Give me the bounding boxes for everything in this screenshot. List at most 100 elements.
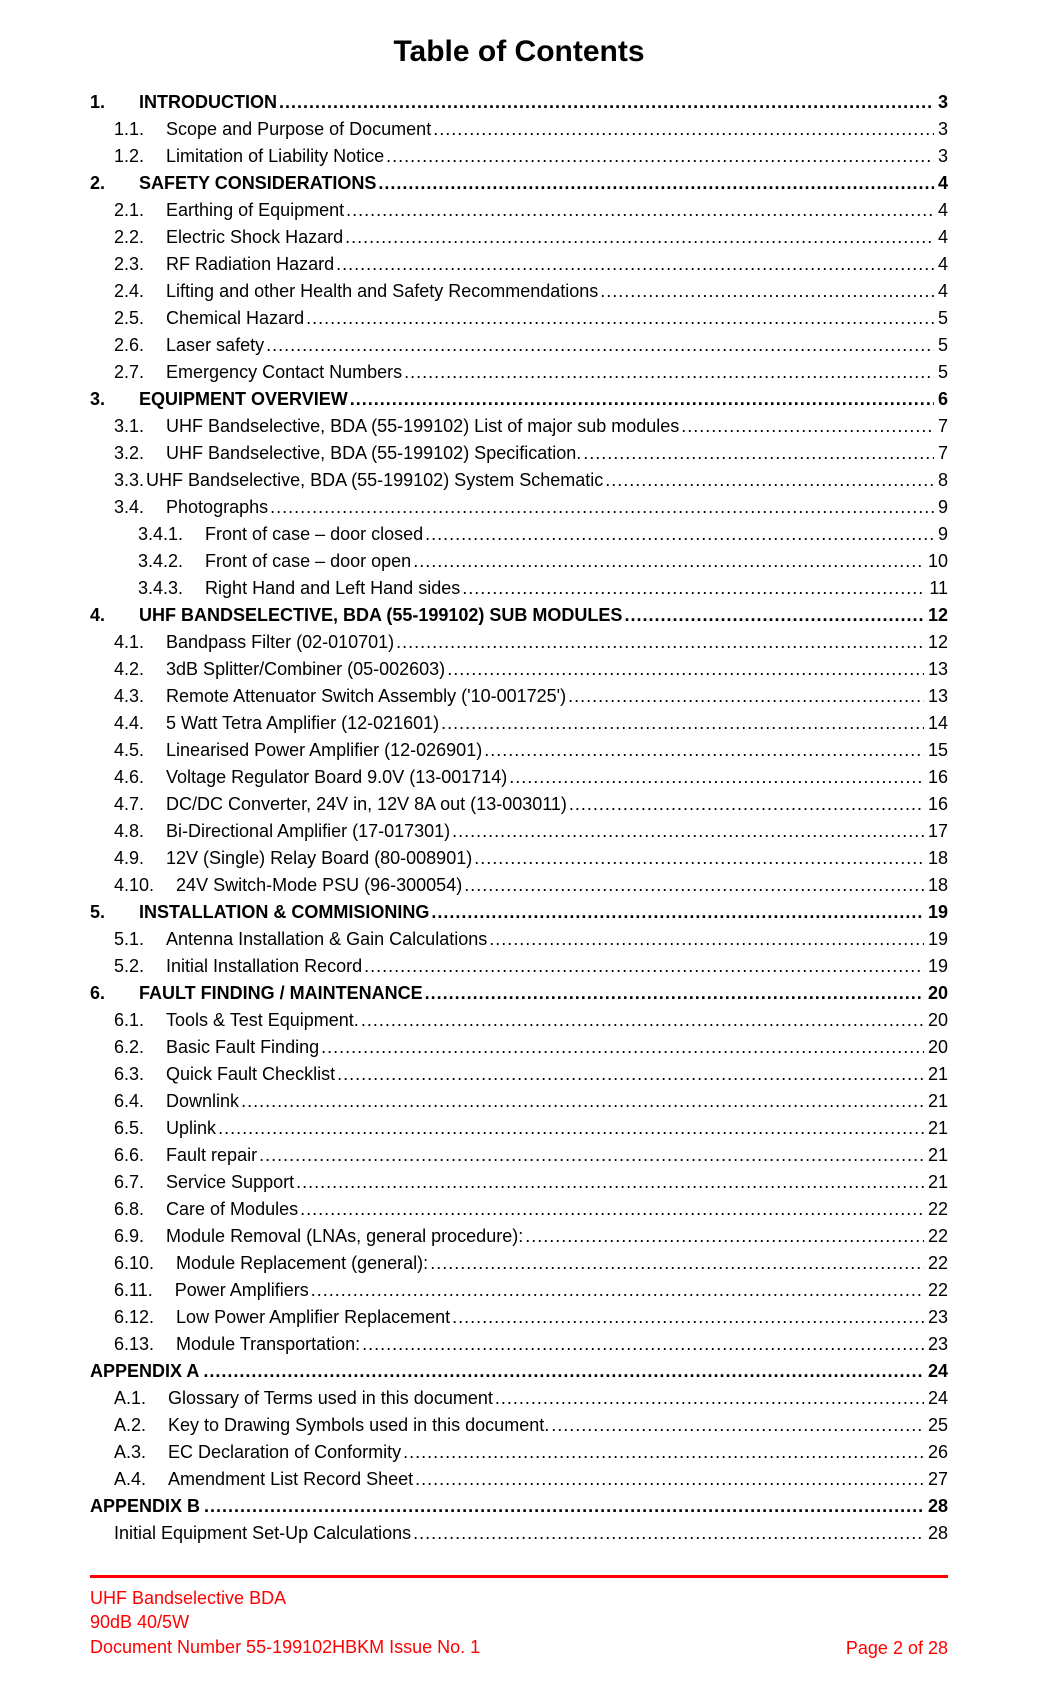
toc-entry-number: 4.9. (114, 845, 166, 872)
toc-row: 5.INSTALLATION & COMMISIONING19 (90, 899, 948, 926)
toc-row: 4.2.3dB Splitter/Combiner (05-002603)13 (90, 656, 948, 683)
toc-entry-number: 3.4.3. (138, 575, 205, 602)
toc-row: APPENDIX A24 (90, 1358, 948, 1385)
toc-row: A.3.EC Declaration of Conformity26 (90, 1439, 948, 1466)
toc-row: 4.10.24V Switch-Mode PSU (96-300054)18 (90, 872, 948, 899)
toc-leader-dots (462, 575, 925, 602)
toc-row: 6.1.Tools & Test Equipment.20 (90, 1007, 948, 1034)
toc-row: 6.5.Uplink21 (90, 1115, 948, 1142)
table-of-contents: 1.INTRODUCTION31.1.Scope and Purpose of … (90, 89, 948, 1547)
toc-entry-number: 6.12. (114, 1304, 176, 1331)
toc-entry-page: 18 (926, 872, 948, 899)
toc-row: 1.INTRODUCTION3 (90, 89, 948, 116)
toc-entry-page: 23 (926, 1304, 948, 1331)
toc-entry-label: Bi-Directional Amplifier (17-017301) (166, 818, 450, 845)
toc-row: 6.2.Basic Fault Finding20 (90, 1034, 948, 1061)
toc-entry-label: Downlink (166, 1088, 239, 1115)
toc-entry-number: 2. (90, 170, 139, 197)
toc-entry-number: 6.10. (114, 1250, 176, 1277)
toc-entry-label: EC Declaration of Conformity (168, 1439, 401, 1466)
toc-entry-number: 4.7. (114, 791, 166, 818)
toc-entry-label: Power Amplifiers (175, 1277, 309, 1304)
toc-entry-page: 4 (936, 278, 948, 305)
toc-entry-label: Emergency Contact Numbers (166, 359, 402, 386)
toc-leader-dots (681, 413, 934, 440)
toc-row: 2.3.RF Radiation Hazard4 (90, 251, 948, 278)
toc-entry-page: 4 (936, 197, 948, 224)
toc-entry-number: 1.1. (114, 116, 166, 143)
toc-entry-label: Module Transportation: (176, 1331, 360, 1358)
toc-entry-page: 19 (926, 953, 948, 980)
toc-entry-page: 20 (926, 980, 948, 1007)
toc-leader-dots (404, 359, 934, 386)
toc-entry-number: 6.7. (114, 1169, 166, 1196)
toc-entry-page: 21 (926, 1115, 948, 1142)
toc-entry-number: 3.4. (114, 494, 166, 521)
toc-entry-number: 1. (90, 89, 139, 116)
toc-entry-number: 3.2. (114, 440, 166, 467)
toc-leader-dots (413, 1520, 924, 1547)
toc-entry-number: 4.2. (114, 656, 166, 683)
toc-entry-number: 6.6. (114, 1142, 166, 1169)
toc-row: 2.6.Laser safety5 (90, 332, 948, 359)
toc-row: 6.3.Quick Fault Checklist21 (90, 1061, 948, 1088)
toc-leader-dots (403, 1439, 924, 1466)
toc-entry-page: 3 (936, 89, 948, 116)
toc-entry-number: 3. (90, 386, 139, 413)
toc-entry-label: Quick Fault Checklist (166, 1061, 335, 1088)
toc-entry-number: 3.3. (114, 467, 146, 494)
toc-entry-number: 2.4. (114, 278, 166, 305)
toc-entry-page: 8 (936, 467, 948, 494)
toc-entry-label: UHF Bandselective, BDA (55-199102) Speci… (166, 440, 581, 467)
toc-entry-label: Earthing of Equipment (166, 197, 344, 224)
toc-entry-number: 2.5. (114, 305, 166, 332)
toc-row: 1.1.Scope and Purpose of Document3 (90, 116, 948, 143)
toc-entry-label: UHF BANDSELECTIVE, BDA (55-199102) SUB M… (139, 602, 622, 629)
toc-entry-label: UHF Bandselective, BDA (55-199102) Syste… (146, 467, 603, 494)
toc-entry-label: 5 Watt Tetra Amplifier (12-021601) (166, 710, 439, 737)
toc-leader-dots (600, 278, 934, 305)
toc-entry-number: 1.2. (114, 143, 166, 170)
toc-entry-number: 4.6. (114, 764, 166, 791)
toc-row: 4.6.Voltage Regulator Board 9.0V (13-001… (90, 764, 948, 791)
toc-leader-dots (241, 1088, 924, 1115)
toc-entry-label: Low Power Amplifier Replacement (176, 1304, 450, 1331)
toc-leader-dots (569, 791, 924, 818)
toc-entry-page: 20 (926, 1007, 948, 1034)
toc-row: A.2.Key to Drawing Symbols used in this … (90, 1412, 948, 1439)
toc-row: 2.1.Earthing of Equipment4 (90, 197, 948, 224)
toc-entry-label: Voltage Regulator Board 9.0V (13-001714) (166, 764, 507, 791)
toc-entry-number: 2.2. (114, 224, 166, 251)
toc-entry-label: Linearised Power Amplifier (12-026901) (166, 737, 482, 764)
toc-entry-number: APPENDIX B (90, 1493, 202, 1520)
toc-row: 2.SAFETY CONSIDERATIONS4 (90, 170, 948, 197)
toc-entry-label: Module Removal (LNAs, general procedure)… (166, 1223, 523, 1250)
toc-entry-number: 4.4. (114, 710, 166, 737)
toc-entry-page: 11 (927, 575, 948, 602)
toc-entry-number: 3.1. (114, 413, 166, 440)
toc-row: 3.1.UHF Bandselective, BDA (55-199102) L… (90, 413, 948, 440)
toc-entry-page: 19 (926, 899, 948, 926)
toc-entry-page: 12 (926, 629, 948, 656)
toc-row: Initial Equipment Set-Up Calculations28 (90, 1520, 948, 1547)
page-footer: UHF Bandselective BDA 90dB 40/5W Documen… (90, 1586, 948, 1659)
toc-entry-page: 24 (926, 1358, 948, 1385)
toc-entry-label: Antenna Installation & Gain Calculations (166, 926, 487, 953)
toc-row: 6.6.Fault repair21 (90, 1142, 948, 1169)
toc-entry-page: 16 (926, 764, 948, 791)
toc-leader-dots (336, 251, 934, 278)
toc-entry-label: Limitation of Liability Notice (166, 143, 384, 170)
toc-row: 3.4.2.Front of case – door open10 (90, 548, 948, 575)
toc-leader-dots (464, 872, 924, 899)
toc-entry-number: 2.3. (114, 251, 166, 278)
toc-entry-page: 16 (926, 791, 948, 818)
toc-leader-dots (452, 1304, 924, 1331)
toc-leader-dots (346, 197, 934, 224)
toc-entry-page: 18 (926, 845, 948, 872)
toc-row: 6.11.Power Amplifiers22 (90, 1277, 948, 1304)
toc-row: APPENDIX B28 (90, 1493, 948, 1520)
toc-leader-dots (413, 548, 924, 575)
toc-leader-dots (259, 1142, 924, 1169)
toc-leader-dots (415, 1466, 924, 1493)
toc-leader-dots (489, 926, 924, 953)
